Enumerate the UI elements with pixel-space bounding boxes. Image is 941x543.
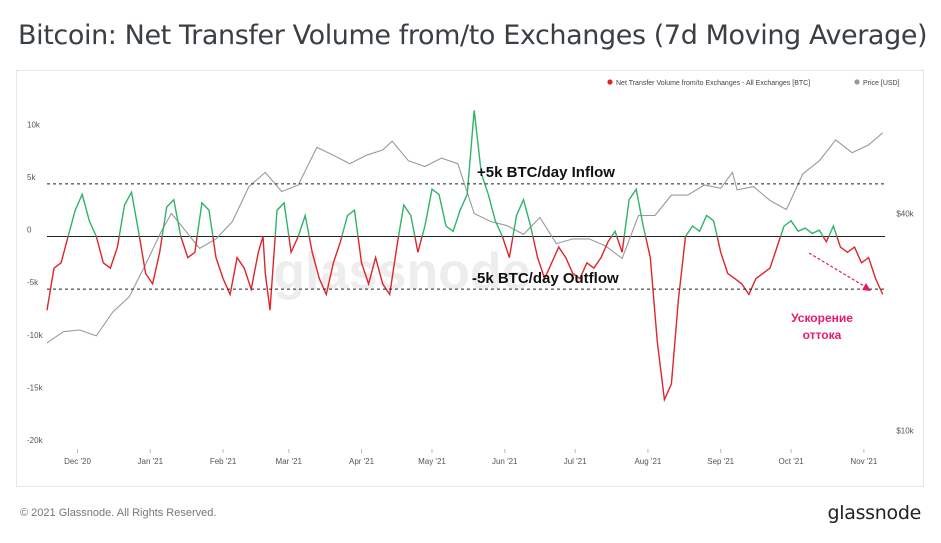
net-outflow-segment <box>212 236 264 297</box>
y-tick-label: -5k <box>27 278 39 287</box>
reference-line-label: -5k BTC/day Outflow <box>472 270 619 287</box>
net-inflow-segment <box>684 214 718 237</box>
net-inflow-segment <box>161 198 182 237</box>
net-inflow-segment <box>196 201 214 237</box>
net-inflow-segment <box>118 190 141 237</box>
y-tick-label: 5k <box>27 173 36 182</box>
x-tick-label: Nov '21 <box>850 457 877 466</box>
x-tick-label: Apr '21 <box>349 457 375 466</box>
annotation-arrowhead <box>862 283 871 291</box>
x-tick-label: May '21 <box>418 457 446 466</box>
x-tick-label: Jan '21 <box>138 457 164 466</box>
net-inflow-segment <box>341 208 359 237</box>
chart-panel: glassnode +5k BTC/day Inflow -5k BTC/day … <box>16 70 924 487</box>
net-outflow-segment <box>644 236 687 403</box>
legend-marker <box>854 79 860 85</box>
net-outflow-segment <box>822 236 830 244</box>
net-inflow-segment <box>610 229 618 237</box>
net-outflow-segment <box>357 236 400 297</box>
chart-svg: glassnode +5k BTC/day Inflow -5k BTC/day … <box>27 79 915 466</box>
net-outflow-segment <box>836 236 884 295</box>
annotation-arrow <box>808 252 870 290</box>
net-outflow-segment <box>288 236 299 255</box>
net-outflow-segment <box>414 236 423 253</box>
net-outflow-segment <box>95 236 120 270</box>
x-tick-label: Feb '21 <box>210 457 237 466</box>
copyright-footer: © 2021 Glassnode. All Rights Reserved. <box>20 507 217 519</box>
net-inflow-segment <box>397 203 416 237</box>
y-tick-label: -10k <box>27 331 44 340</box>
net-inflow-segment <box>67 192 97 237</box>
net-outflow-segment <box>308 236 343 297</box>
legend-marker <box>607 79 613 85</box>
legend-entry: Net Transfer Volume from/to Exchanges - … <box>616 80 810 87</box>
y-tick-label: 0 <box>27 226 32 235</box>
net-inflow-segment <box>297 212 310 237</box>
price-line <box>46 132 884 344</box>
net-outflow-segment <box>262 236 276 311</box>
chart-title: Bitcoin: Net Transfer Volume from/to Exc… <box>18 20 928 51</box>
watermark-text: glassnode <box>273 243 530 301</box>
net-outflow-segment <box>532 236 613 281</box>
y-tick-label: -20k <box>27 436 44 445</box>
x-tick-label: Jun '21 <box>492 457 518 466</box>
net-inflow-segment <box>512 197 534 237</box>
net-outflow-segment <box>138 236 163 286</box>
net-inflow-segment <box>623 187 647 237</box>
y-tick-label: -15k <box>27 383 44 392</box>
x-tick-label: Mar '21 <box>276 457 303 466</box>
net-outflow-segment <box>501 236 514 258</box>
x-tick-label: Jul '21 <box>564 457 587 466</box>
price-tick-label: $10k <box>896 427 914 436</box>
net-inflow-segment <box>779 219 824 237</box>
net-inflow-segment <box>274 201 290 237</box>
brand-logo: glassnode <box>827 502 922 524</box>
net-inflow-segment <box>828 224 838 237</box>
net-outflow-segment <box>46 236 69 311</box>
reference-line-label: +5k BTC/day Inflow <box>477 164 615 181</box>
annotation-text: Ускорение <box>791 311 853 325</box>
x-tick-label: Oct '21 <box>779 457 805 466</box>
net-outflow-segment <box>180 236 198 259</box>
x-tick-label: Aug '21 <box>634 457 661 466</box>
x-tick-label: Dec '20 <box>64 457 91 466</box>
net-inflow-segment <box>421 110 504 237</box>
legend-entry: Price [USD] <box>863 80 900 87</box>
net-outflow-segment <box>716 236 782 296</box>
annotation-text: оттока <box>803 328 842 342</box>
price-tick-label: $40k <box>896 210 914 219</box>
x-tick-label: Sep '21 <box>707 457 734 466</box>
y-tick-label: 10k <box>27 120 41 129</box>
net-outflow-segment <box>616 236 625 253</box>
